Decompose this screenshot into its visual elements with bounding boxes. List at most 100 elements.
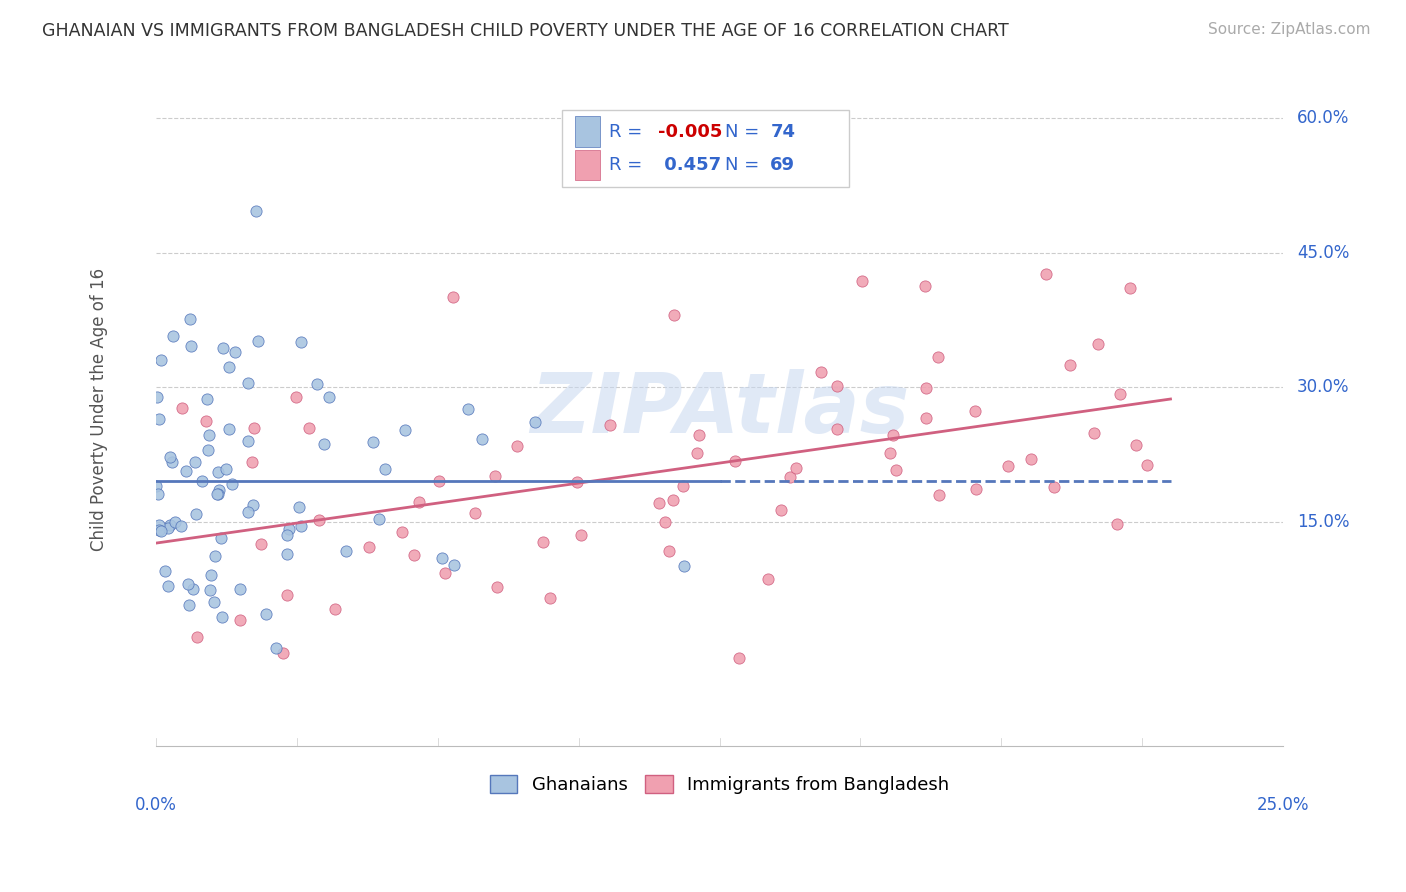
Point: [672, 478, 695, 492]
Point: [662, 492, 685, 507]
Point: [169, 518, 191, 533]
Point: [264, 640, 287, 655]
Point: [323, 602, 346, 616]
Point: [179, 312, 201, 326]
Point: [212, 341, 235, 355]
Point: [569, 527, 592, 541]
Point: [1035, 267, 1057, 281]
Point: [148, 518, 170, 533]
Point: [181, 582, 204, 596]
Point: [197, 443, 219, 458]
Point: [391, 524, 413, 539]
Point: [538, 591, 561, 606]
Point: [146, 390, 169, 404]
Point: [769, 502, 792, 516]
Point: [928, 488, 950, 502]
Point: [246, 334, 269, 348]
Point: [312, 437, 335, 451]
Point: [658, 543, 681, 558]
Point: [148, 412, 170, 426]
Point: [1125, 438, 1147, 452]
Point: [243, 420, 266, 434]
Point: [882, 428, 904, 442]
Point: [177, 576, 200, 591]
Point: [565, 475, 588, 489]
Point: [250, 537, 273, 551]
Point: [191, 474, 214, 488]
Point: [686, 446, 709, 460]
Point: [505, 439, 527, 453]
Point: [245, 204, 267, 219]
Text: 0.457: 0.457: [658, 156, 721, 174]
Point: [1108, 387, 1130, 401]
Point: [363, 434, 385, 449]
Point: [434, 566, 457, 581]
Point: [165, 515, 187, 529]
Point: [484, 468, 506, 483]
Point: [221, 477, 243, 491]
Point: [271, 646, 294, 660]
Point: [965, 482, 987, 496]
Point: [443, 558, 465, 572]
Point: [728, 650, 751, 665]
Text: 15.0%: 15.0%: [1296, 513, 1350, 531]
Point: [599, 417, 621, 432]
Point: [290, 335, 312, 350]
Point: [242, 455, 264, 469]
Point: [224, 344, 246, 359]
Point: [184, 455, 207, 469]
Point: [648, 495, 671, 509]
Point: [209, 531, 232, 545]
Point: [278, 523, 301, 537]
Point: [927, 350, 949, 364]
Text: R =: R =: [609, 122, 648, 141]
Point: [208, 483, 231, 497]
Point: [308, 513, 330, 527]
Point: [195, 414, 218, 428]
Point: [688, 427, 710, 442]
Point: [157, 521, 180, 535]
Point: [276, 528, 298, 542]
Text: 74: 74: [770, 122, 796, 141]
Point: [523, 415, 546, 429]
Text: 45.0%: 45.0%: [1296, 244, 1350, 261]
Text: GHANAIAN VS IMMIGRANTS FROM BANGLADESH CHILD POVERTY UNDER THE AGE OF 16 CORRELA: GHANAIAN VS IMMIGRANTS FROM BANGLADESH C…: [42, 22, 1010, 40]
Point: [471, 432, 494, 446]
Point: [162, 455, 184, 469]
Point: [441, 290, 464, 304]
Point: [205, 487, 228, 501]
Point: [673, 558, 696, 573]
Text: Source: ZipAtlas.com: Source: ZipAtlas.com: [1208, 22, 1371, 37]
Point: [159, 517, 181, 532]
Point: [276, 588, 298, 602]
Point: [200, 568, 222, 582]
FancyBboxPatch shape: [575, 150, 600, 180]
Point: [1059, 358, 1081, 372]
Point: [218, 422, 240, 436]
Point: [215, 462, 238, 476]
Text: 25.0%: 25.0%: [1257, 796, 1309, 814]
Point: [1118, 281, 1140, 295]
Point: [464, 506, 486, 520]
Point: [374, 462, 396, 476]
Point: [211, 609, 233, 624]
Point: [486, 580, 509, 594]
Point: [318, 390, 340, 404]
Point: [254, 607, 277, 621]
Point: [285, 391, 308, 405]
Point: [145, 479, 167, 493]
Legend: Ghanaians, Immigrants from Bangladesh: Ghanaians, Immigrants from Bangladesh: [482, 767, 956, 801]
Text: 30.0%: 30.0%: [1296, 378, 1350, 396]
Text: R =: R =: [609, 156, 648, 174]
Text: 0.0%: 0.0%: [135, 796, 177, 814]
Point: [198, 582, 221, 597]
Point: [430, 550, 453, 565]
Point: [359, 540, 381, 554]
Point: [162, 329, 184, 343]
Point: [368, 512, 391, 526]
Point: [427, 474, 450, 488]
Point: [724, 454, 747, 468]
Point: [229, 582, 252, 596]
Point: [228, 613, 250, 627]
Point: [965, 404, 987, 418]
